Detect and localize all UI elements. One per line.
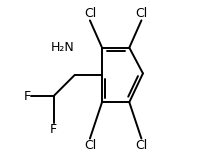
Text: Cl: Cl xyxy=(135,7,148,20)
Text: F: F xyxy=(50,123,57,136)
Text: F: F xyxy=(24,90,31,103)
Text: Cl: Cl xyxy=(135,139,148,152)
Text: Cl: Cl xyxy=(84,7,96,20)
Text: H₂N: H₂N xyxy=(51,41,75,54)
Text: Cl: Cl xyxy=(84,139,96,152)
